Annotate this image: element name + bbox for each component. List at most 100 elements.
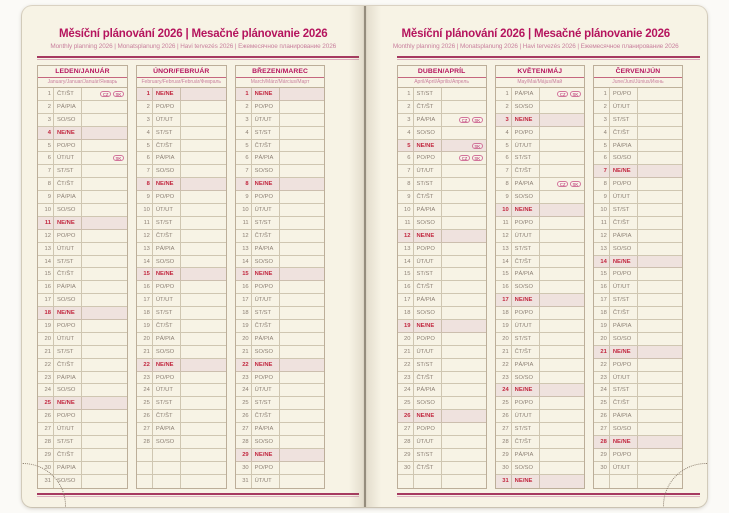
day-notes-space xyxy=(540,217,584,229)
day-notes-space xyxy=(638,114,682,126)
day-number: 12 xyxy=(404,232,411,239)
day-number: 16 xyxy=(502,284,509,291)
day-abbrev: PO/PO xyxy=(250,100,280,113)
day-notes-space xyxy=(638,165,682,177)
day-number: 1 xyxy=(407,90,411,97)
day-number: 8 xyxy=(505,181,509,188)
day-abbrev: PÁ/PIA xyxy=(412,113,442,126)
day-number: 3 xyxy=(407,116,411,123)
day-abbrev: ČT/ŠT xyxy=(53,88,82,100)
day-abbrev: SO/SO xyxy=(53,294,82,307)
header-rule xyxy=(396,56,700,60)
day-row: 10 SO/SO xyxy=(38,204,127,217)
day-notes-space xyxy=(540,114,584,126)
day-row: 19 PO/PO xyxy=(38,320,127,333)
day-notes-space xyxy=(540,436,584,448)
day-number: 5 xyxy=(47,142,51,149)
day-row: 25 PO/PO xyxy=(495,397,584,411)
day-notes-space xyxy=(280,294,325,306)
day-row: 5 ČT/ŠT xyxy=(136,139,226,153)
day-abbrev: ST/ST xyxy=(151,126,181,139)
day-number: 17 xyxy=(44,297,51,304)
day-row: 1 PO/PO xyxy=(593,88,683,101)
day-number: 15 xyxy=(404,271,411,278)
day-notes-space xyxy=(540,140,584,152)
day-number: 25 xyxy=(502,400,509,407)
day-abbrev: ÚT/UT xyxy=(151,294,181,307)
day-notes-space xyxy=(181,88,226,100)
day-notes-space xyxy=(82,384,127,396)
day-number: 20 xyxy=(242,335,249,342)
day-number: 15 xyxy=(44,271,51,278)
day-number: 17 xyxy=(242,297,249,304)
day-abbrev: PO/PO xyxy=(151,371,181,384)
day-abbrev: ČT/ŠT xyxy=(510,345,540,358)
day-number: 4 xyxy=(47,129,51,136)
day-abbrev: ÚT/UT xyxy=(608,461,638,474)
day-number: 30 xyxy=(242,464,249,471)
day-row: 23 ÚT/UT xyxy=(593,371,683,385)
day-row: 17 NE/NE xyxy=(495,294,584,308)
month-table: ÚNOR/FEBRUÁR February/Februar/Február/Фев… xyxy=(135,65,227,489)
day-number: 1 xyxy=(245,90,249,97)
day-abbrev: NE/NE xyxy=(412,410,442,423)
month-table: KVĚTEN/MÁJ May/Mai/Május/Май 1 PÁ/PIA CZ SK 2 S… xyxy=(494,65,585,489)
day-row: 12 PO/PO xyxy=(38,229,127,243)
day-number: 19 xyxy=(404,322,411,329)
day-notes-space xyxy=(540,346,584,358)
day-notes-space xyxy=(82,165,127,177)
day-abbrev: ČT/ŠT xyxy=(412,461,442,474)
day-abbrev: SO/SO xyxy=(608,423,638,436)
day-abbrev: NE/NE xyxy=(412,229,442,242)
day-number: 15 xyxy=(600,271,607,278)
day-notes-space xyxy=(638,346,682,358)
day-number: 22 xyxy=(404,361,411,368)
day-notes-space xyxy=(638,423,682,435)
day-abbrev: NE/NE xyxy=(151,268,181,281)
day-row: 11 NE/NE xyxy=(38,216,127,230)
day-number: 25 xyxy=(600,400,607,407)
day-row: 17 ST/ST xyxy=(593,294,683,308)
day-row: 4 ČT/ŠT xyxy=(593,126,683,140)
day-number: 10 xyxy=(242,206,249,213)
day-number: 13 xyxy=(502,245,509,252)
day-notes-space xyxy=(638,178,682,190)
day-abbrev: ČT/ŠT xyxy=(608,307,638,320)
day-number: 18 xyxy=(600,310,607,317)
day-number: 4 xyxy=(146,129,150,136)
day-number: 23 xyxy=(502,374,509,381)
day-number: 26 xyxy=(404,413,411,420)
day-notes-space xyxy=(280,423,325,435)
day-abbrev: SO/SO xyxy=(510,461,540,474)
day-abbrev: PÁ/PIA xyxy=(151,242,181,255)
day-row: 25 ČT/ŠT xyxy=(593,397,683,411)
day-number: 14 xyxy=(143,258,150,265)
day-row: 11 ST/ST xyxy=(235,216,325,230)
day-abbrev: SO/SO xyxy=(250,345,280,358)
day-abbrev: ČT/ŠT xyxy=(608,216,638,229)
day-number: 30 xyxy=(600,464,607,471)
day-row: 22 PO/PO xyxy=(593,358,683,372)
day-row: 17 ÚT/UT xyxy=(235,294,325,308)
day-number: 10 xyxy=(404,206,411,213)
day-number: 16 xyxy=(44,284,51,291)
day-row: 27 ÚT/UT xyxy=(38,423,127,437)
day-notes-space xyxy=(280,436,325,448)
day-notes-space xyxy=(442,384,486,396)
day-abbrev: PO/PO xyxy=(412,423,442,436)
day-row: 3 PÁ/PIA CZ SK xyxy=(397,113,486,127)
day-row: 13 PÁ/PIA xyxy=(235,242,325,256)
day-number: 19 xyxy=(502,322,509,329)
day-row: 18 SO/SO xyxy=(397,307,486,321)
day-row: 26 PÁ/PIA xyxy=(593,410,683,424)
day-row: 3 ÚT/UT xyxy=(136,113,226,127)
day-abbrev: ST/ST xyxy=(510,152,540,165)
day-number: 20 xyxy=(44,335,51,342)
day-row: 29 PÁ/PIA xyxy=(495,448,584,462)
day-row: 20 PÁ/PIA xyxy=(235,332,325,346)
holiday-badge-sk: SK xyxy=(570,181,581,188)
day-number: 10 xyxy=(502,206,509,213)
day-notes-space xyxy=(280,217,325,229)
day-notes-space xyxy=(638,359,682,371)
day-row: 5 NE/NE SK xyxy=(397,139,486,153)
